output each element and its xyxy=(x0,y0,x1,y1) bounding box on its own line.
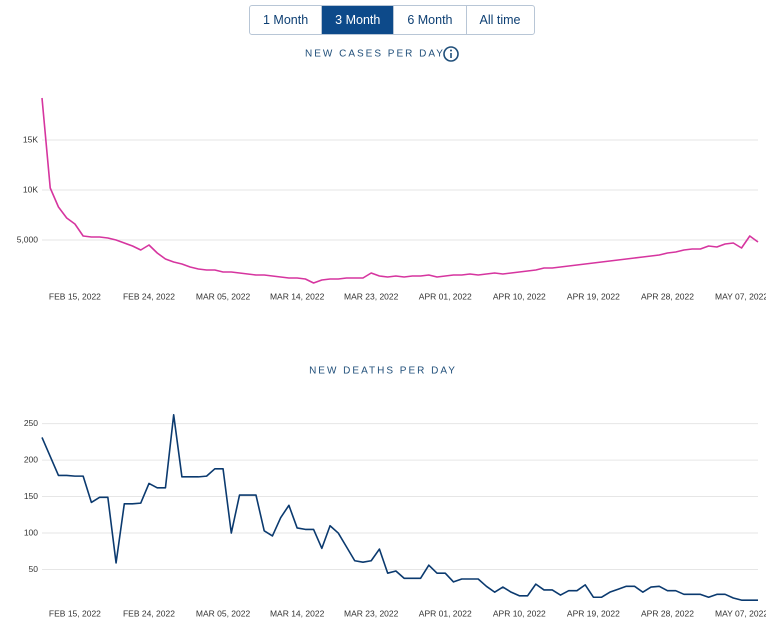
range-button[interactable]: 6 Month xyxy=(393,6,465,34)
range-button[interactable]: 1 Month xyxy=(263,13,309,27)
x-tick-label: APR 10, 2022 xyxy=(493,608,546,618)
y-tick-label: 100 xyxy=(24,527,38,537)
x-tick-label: MAR 14, 2022 xyxy=(270,291,325,301)
y-tick-label: 5,000 xyxy=(17,234,39,244)
data-line xyxy=(41,414,758,601)
x-tick-label: FEB 24, 2022 xyxy=(123,291,175,301)
x-tick-label: MAR 23, 2022 xyxy=(344,608,399,618)
x-tick-label: MAR 05, 2022 xyxy=(196,608,251,618)
x-tick-label: MAR 23, 2022 xyxy=(344,291,399,301)
data-line xyxy=(41,97,759,284)
x-tick-label: APR 19, 2022 xyxy=(567,608,620,618)
x-tick-label: APR 28, 2022 xyxy=(641,291,694,301)
x-tick-label: FEB 15, 2022 xyxy=(49,608,101,618)
x-tick-label: MAY 07, 2022 xyxy=(715,608,766,618)
x-tick-label: APR 19, 2022 xyxy=(567,291,620,301)
x-tick-label: FEB 24, 2022 xyxy=(123,608,175,618)
y-tick-label: 200 xyxy=(24,454,38,464)
y-tick-label: 150 xyxy=(24,491,38,501)
x-tick-label: APR 01, 2022 xyxy=(419,608,472,618)
y-tick-label: 10K xyxy=(23,184,38,194)
chart-title: NEW DEATHS PER DAY xyxy=(309,366,457,377)
y-tick-label: 15K xyxy=(23,134,38,144)
range-buttons: 1 Month 3 Month 6 Month All time xyxy=(249,5,535,35)
x-tick-label: MAY 07, 2022 xyxy=(715,291,766,301)
x-tick-label: MAR 05, 2022 xyxy=(196,291,251,301)
x-tick-label: FEB 15, 2022 xyxy=(49,291,101,301)
range-button[interactable]: All time xyxy=(465,6,534,34)
x-tick-label: MAR 14, 2022 xyxy=(270,608,325,618)
info-icon xyxy=(443,46,459,62)
x-tick-label: APR 10, 2022 xyxy=(493,291,546,301)
y-tick-label: 250 xyxy=(24,418,38,428)
x-tick-label: APR 01, 2022 xyxy=(419,291,472,301)
chart-title: NEW CASES PER DAY xyxy=(305,49,445,60)
x-tick-label: APR 28, 2022 xyxy=(641,608,694,618)
y-tick-label: 50 xyxy=(29,564,39,574)
range-button[interactable]: 3 Month xyxy=(321,6,394,34)
